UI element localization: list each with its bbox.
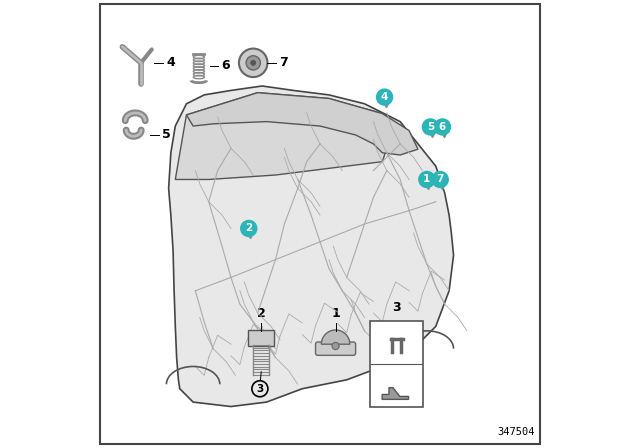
Circle shape: [422, 119, 438, 135]
Text: 6: 6: [221, 60, 230, 73]
Polygon shape: [186, 93, 418, 155]
Circle shape: [239, 48, 268, 77]
Circle shape: [332, 342, 339, 349]
Text: 7: 7: [436, 174, 444, 185]
Text: 2: 2: [245, 224, 252, 233]
Text: 5: 5: [161, 129, 170, 142]
Polygon shape: [175, 93, 391, 180]
Text: 4: 4: [381, 92, 388, 102]
Circle shape: [432, 172, 448, 188]
Text: 5: 5: [427, 122, 434, 132]
Polygon shape: [382, 388, 408, 399]
Circle shape: [376, 89, 392, 105]
Text: 3: 3: [392, 301, 401, 314]
Text: 6: 6: [439, 122, 446, 132]
Circle shape: [435, 119, 451, 135]
Text: 7: 7: [279, 56, 288, 69]
Polygon shape: [168, 86, 454, 406]
FancyBboxPatch shape: [248, 330, 274, 346]
Wedge shape: [321, 330, 350, 344]
Circle shape: [251, 60, 256, 65]
Text: 4: 4: [166, 56, 175, 69]
Text: 1: 1: [332, 307, 340, 320]
Text: 2: 2: [257, 307, 266, 320]
FancyBboxPatch shape: [316, 342, 356, 355]
Text: 1: 1: [423, 174, 431, 185]
Text: 3: 3: [256, 384, 264, 394]
Circle shape: [419, 172, 435, 188]
Circle shape: [241, 220, 257, 237]
Circle shape: [246, 56, 260, 70]
Text: 347504: 347504: [497, 427, 534, 437]
FancyBboxPatch shape: [371, 321, 423, 407]
